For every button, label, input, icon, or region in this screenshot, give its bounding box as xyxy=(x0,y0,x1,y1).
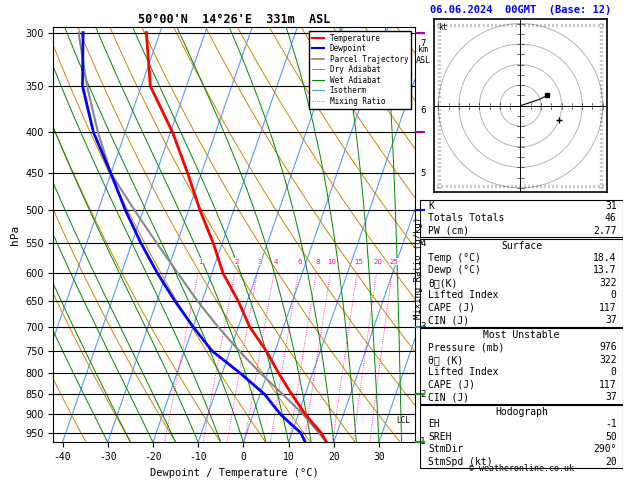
Text: 6: 6 xyxy=(420,105,426,115)
Text: 0: 0 xyxy=(611,290,616,300)
Text: 976: 976 xyxy=(599,342,616,352)
Text: CAPE (J): CAPE (J) xyxy=(428,303,476,313)
Text: Temp (°C): Temp (°C) xyxy=(428,253,481,263)
Text: Most Unstable: Most Unstable xyxy=(483,330,560,340)
Bar xyxy=(420,405,623,468)
Text: Hodograph: Hodograph xyxy=(495,407,548,417)
Text: 1: 1 xyxy=(198,259,203,264)
Text: km
ASL: km ASL xyxy=(416,45,430,65)
Text: Dewp (°C): Dewp (°C) xyxy=(428,265,481,275)
Text: 20: 20 xyxy=(374,259,382,264)
Text: Lifted Index: Lifted Index xyxy=(428,290,499,300)
Text: 8: 8 xyxy=(316,259,320,264)
Text: 7: 7 xyxy=(420,39,426,49)
Text: K: K xyxy=(428,201,434,211)
Text: 13.7: 13.7 xyxy=(593,265,616,275)
Text: 290°: 290° xyxy=(593,444,616,454)
Text: 31: 31 xyxy=(605,201,616,211)
Text: 46: 46 xyxy=(605,213,616,224)
Text: θᴇ (K): θᴇ (K) xyxy=(428,355,464,364)
Text: 0: 0 xyxy=(611,367,616,377)
Y-axis label: hPa: hPa xyxy=(9,225,19,244)
X-axis label: Dewpoint / Temperature (°C): Dewpoint / Temperature (°C) xyxy=(150,468,319,478)
Text: CIN (J): CIN (J) xyxy=(428,392,469,402)
Text: CAPE (J): CAPE (J) xyxy=(428,380,476,390)
Text: StmSpd (kt): StmSpd (kt) xyxy=(428,457,493,467)
Text: LCL: LCL xyxy=(396,416,411,425)
Text: 4: 4 xyxy=(274,259,278,264)
Text: StmDir: StmDir xyxy=(428,444,464,454)
Text: 18.4: 18.4 xyxy=(593,253,616,263)
Text: 2: 2 xyxy=(235,259,239,264)
Text: 2: 2 xyxy=(420,390,426,399)
Bar xyxy=(420,200,623,237)
Legend: Temperature, Dewpoint, Parcel Trajectory, Dry Adiabat, Wet Adiabat, Isotherm, Mi: Temperature, Dewpoint, Parcel Trajectory… xyxy=(309,31,411,109)
Title: 50°00'N  14°26'E  331m  ASL: 50°00'N 14°26'E 331m ASL xyxy=(138,13,330,26)
Text: 5: 5 xyxy=(420,169,426,178)
Text: 50: 50 xyxy=(605,432,616,442)
Text: 117: 117 xyxy=(599,303,616,313)
Text: Mixing Ratio (g/kg): Mixing Ratio (g/kg) xyxy=(414,217,423,319)
Text: 20: 20 xyxy=(605,457,616,467)
Text: 06.06.2024  00GMT  (Base: 12): 06.06.2024 00GMT (Base: 12) xyxy=(430,4,611,15)
Text: 322: 322 xyxy=(599,278,616,288)
Text: 15: 15 xyxy=(354,259,363,264)
Text: © weatheronline.co.uk: © weatheronline.co.uk xyxy=(469,465,574,473)
Text: 1: 1 xyxy=(420,437,426,447)
Text: 37: 37 xyxy=(605,392,616,402)
Text: SREH: SREH xyxy=(428,432,452,442)
Bar xyxy=(420,239,623,327)
Bar xyxy=(420,329,623,403)
Text: Pressure (mb): Pressure (mb) xyxy=(428,342,504,352)
Text: 4: 4 xyxy=(420,239,426,247)
Text: kt: kt xyxy=(438,23,448,32)
Text: 117: 117 xyxy=(599,380,616,390)
Text: Surface: Surface xyxy=(501,241,542,251)
Text: CIN (J): CIN (J) xyxy=(428,315,469,325)
Text: 322: 322 xyxy=(599,355,616,364)
Text: Totals Totals: Totals Totals xyxy=(428,213,504,224)
Text: 37: 37 xyxy=(605,315,616,325)
Text: 10: 10 xyxy=(328,259,337,264)
Text: 3: 3 xyxy=(257,259,262,264)
Text: 25: 25 xyxy=(389,259,398,264)
Text: Lifted Index: Lifted Index xyxy=(428,367,499,377)
Text: PW (cm): PW (cm) xyxy=(428,226,469,236)
Text: EH: EH xyxy=(428,419,440,429)
Text: θᴇ(K): θᴇ(K) xyxy=(428,278,458,288)
Text: 3: 3 xyxy=(420,322,426,331)
Text: 6: 6 xyxy=(298,259,303,264)
Text: -1: -1 xyxy=(605,419,616,429)
Text: 2.77: 2.77 xyxy=(593,226,616,236)
